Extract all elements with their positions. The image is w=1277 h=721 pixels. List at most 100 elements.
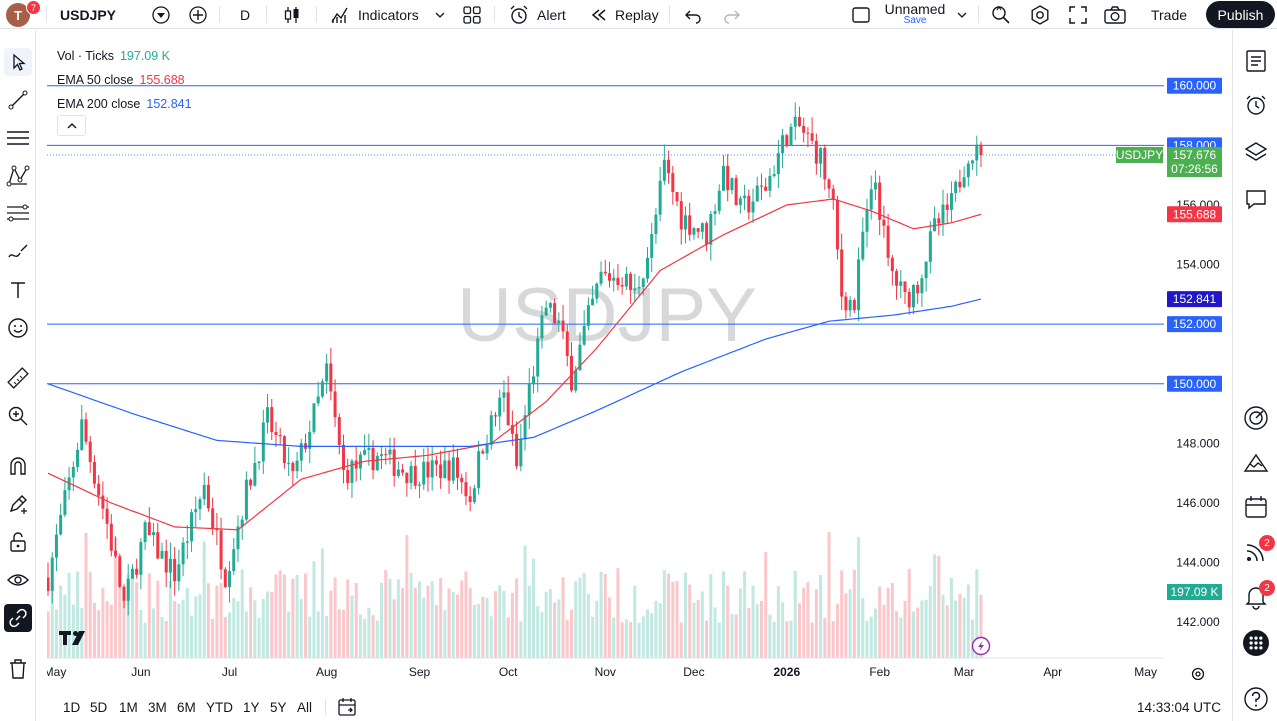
range-6m[interactable]: 6M bbox=[177, 699, 196, 715]
candle[interactable] bbox=[683, 215, 687, 230]
candle[interactable] bbox=[325, 363, 329, 382]
range-1y[interactable]: 1Y bbox=[243, 699, 260, 715]
candle[interactable] bbox=[557, 320, 561, 324]
candle[interactable] bbox=[595, 283, 599, 299]
candle[interactable] bbox=[481, 451, 485, 454]
candle[interactable] bbox=[308, 431, 312, 449]
candle[interactable] bbox=[257, 461, 261, 463]
candle[interactable] bbox=[468, 496, 472, 502]
candle[interactable] bbox=[713, 211, 717, 214]
candle[interactable] bbox=[641, 278, 645, 287]
candle[interactable] bbox=[485, 444, 489, 454]
candle[interactable] bbox=[515, 433, 519, 467]
fib-tool-icon[interactable] bbox=[4, 200, 32, 228]
candle[interactable] bbox=[160, 550, 164, 559]
range-5d[interactable]: 5D bbox=[90, 699, 108, 715]
candle[interactable] bbox=[882, 219, 886, 226]
candle[interactable] bbox=[586, 305, 590, 326]
publish-button[interactable]: Publish bbox=[1206, 1, 1275, 28]
candle[interactable] bbox=[358, 454, 362, 469]
layout-checkbox-icon[interactable] bbox=[851, 0, 871, 29]
candle[interactable] bbox=[751, 201, 755, 213]
candle[interactable] bbox=[295, 460, 299, 472]
candle[interactable] bbox=[185, 541, 189, 543]
legend-volume[interactable]: Vol · Ticks 197.09 K bbox=[57, 44, 192, 68]
candle[interactable] bbox=[840, 249, 844, 297]
candle[interactable] bbox=[835, 199, 839, 250]
legend-ema50[interactable]: EMA 50 close 155.688 bbox=[57, 68, 192, 92]
chat-icon[interactable] bbox=[1243, 186, 1269, 212]
horizontal-lines-tool-icon[interactable] bbox=[4, 124, 32, 152]
candle[interactable] bbox=[122, 586, 126, 601]
candle[interactable] bbox=[92, 461, 96, 484]
brush-tool-icon[interactable] bbox=[4, 238, 32, 266]
candle[interactable] bbox=[679, 201, 683, 230]
layout-name-button[interactable]: Unnamed Save bbox=[880, 2, 950, 26]
candle[interactable] bbox=[886, 225, 890, 258]
candle[interactable] bbox=[97, 483, 101, 496]
candle[interactable] bbox=[84, 419, 88, 442]
candle[interactable] bbox=[920, 278, 924, 294]
candle[interactable] bbox=[869, 189, 873, 210]
candle[interactable] bbox=[962, 177, 966, 188]
candle[interactable] bbox=[350, 460, 354, 483]
candle[interactable] bbox=[865, 209, 869, 232]
pattern-tool-icon[interactable] bbox=[4, 162, 32, 190]
candle[interactable] bbox=[764, 186, 768, 191]
candle[interactable] bbox=[443, 460, 447, 479]
emoji-tool-icon[interactable] bbox=[4, 314, 32, 342]
candle[interactable] bbox=[616, 277, 620, 285]
candle[interactable] bbox=[261, 422, 265, 462]
candle[interactable] bbox=[781, 135, 785, 154]
candle[interactable] bbox=[945, 204, 949, 210]
stay-in-drawing-mode-icon[interactable] bbox=[4, 490, 32, 518]
candle[interactable] bbox=[135, 568, 139, 575]
candle[interactable] bbox=[603, 271, 607, 274]
candle[interactable] bbox=[861, 231, 865, 260]
candle[interactable] bbox=[177, 564, 181, 582]
candle[interactable] bbox=[109, 523, 113, 551]
candle[interactable] bbox=[645, 257, 649, 279]
candle[interactable] bbox=[675, 192, 679, 202]
candle[interactable] bbox=[527, 384, 531, 416]
candle[interactable] bbox=[574, 370, 578, 391]
layers-icon[interactable] bbox=[1243, 139, 1269, 165]
candle[interactable] bbox=[244, 479, 248, 520]
candle[interactable] bbox=[772, 174, 776, 176]
candle[interactable] bbox=[320, 381, 324, 397]
candle[interactable] bbox=[274, 431, 278, 435]
snapshot-camera-icon[interactable] bbox=[1103, 0, 1127, 29]
candle[interactable] bbox=[966, 163, 970, 178]
candle[interactable] bbox=[354, 460, 358, 469]
candle[interactable] bbox=[76, 449, 80, 467]
candle[interactable] bbox=[565, 331, 569, 356]
candle[interactable] bbox=[933, 218, 937, 232]
alerts-clock-icon[interactable] bbox=[1243, 92, 1269, 118]
candle[interactable] bbox=[105, 508, 109, 524]
candle[interactable] bbox=[126, 578, 130, 601]
candle[interactable] bbox=[776, 153, 780, 175]
zoom-in-icon[interactable] bbox=[4, 402, 32, 430]
candle[interactable] bbox=[717, 190, 721, 212]
range-all[interactable]: All bbox=[297, 699, 313, 715]
candle[interactable] bbox=[219, 530, 223, 570]
symbol-options-icon[interactable] bbox=[151, 0, 171, 29]
candle[interactable] bbox=[633, 288, 637, 291]
candle[interactable] bbox=[637, 286, 641, 289]
candle[interactable] bbox=[147, 522, 151, 536]
text-tool-icon[interactable] bbox=[4, 276, 32, 304]
candle[interactable] bbox=[502, 392, 506, 398]
candle[interactable] bbox=[937, 218, 941, 224]
link-icon[interactable] bbox=[4, 604, 32, 632]
candle[interactable] bbox=[899, 281, 903, 286]
candle[interactable] bbox=[114, 550, 118, 557]
candle[interactable] bbox=[916, 284, 920, 294]
trade-button[interactable]: Trade bbox=[1150, 6, 1188, 23]
candle[interactable] bbox=[700, 223, 704, 232]
candle[interactable] bbox=[405, 472, 409, 483]
candle[interactable] bbox=[536, 338, 540, 377]
candle[interactable] bbox=[827, 179, 831, 189]
candle[interactable] bbox=[253, 462, 257, 486]
candle[interactable] bbox=[928, 231, 932, 262]
candle[interactable] bbox=[168, 558, 172, 573]
